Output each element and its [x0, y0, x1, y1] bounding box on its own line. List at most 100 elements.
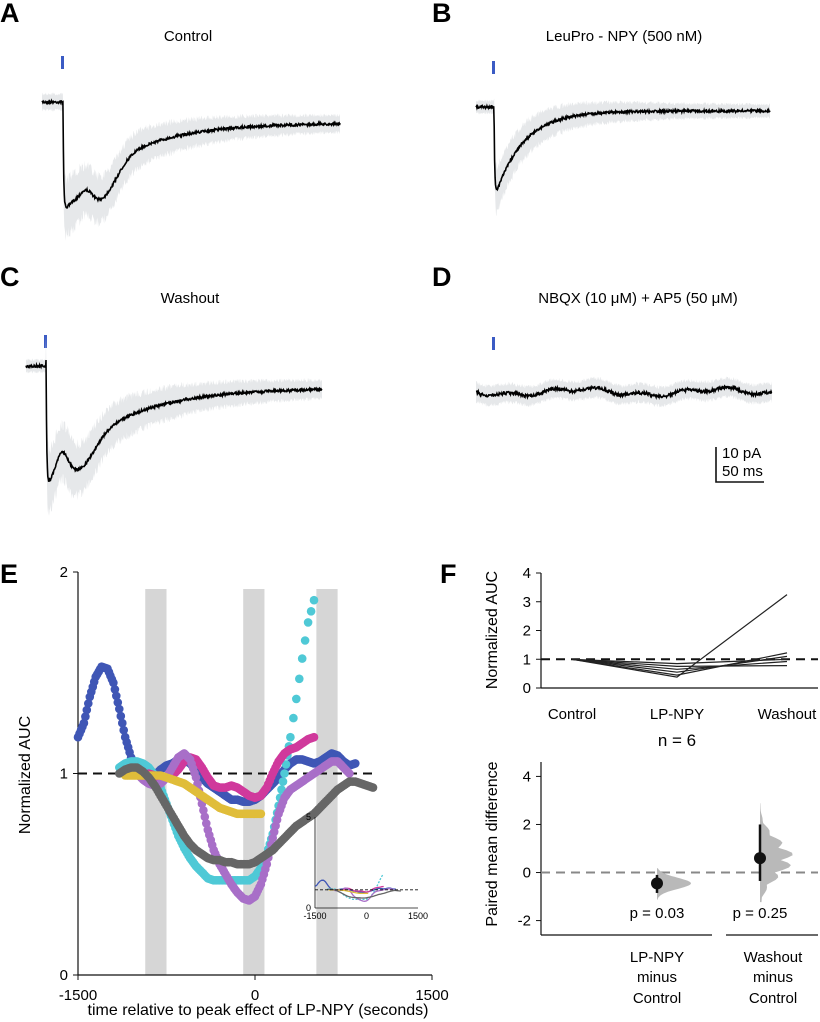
inset-y-tick-0: 0	[306, 903, 311, 913]
f-bottom-distribution-1	[760, 803, 793, 903]
f-bottom-cat0-line1: minus	[637, 969, 677, 986]
e-point-cyan-126	[300, 636, 310, 645]
f-bottom-y-tick-2: 2	[523, 816, 531, 833]
inset-series-purple	[332, 887, 395, 902]
e-point-navy-7	[84, 699, 93, 708]
e-point-navy-4	[79, 718, 89, 728]
f-top-category-0: Control	[548, 706, 596, 723]
e-point-navy-25	[110, 685, 120, 694]
e-point-cyan-118	[289, 713, 298, 723]
e-point-navy-6	[82, 705, 92, 715]
f-bottom-cat0-line0: LP-NPY	[630, 949, 684, 966]
e-point-cyan-113	[281, 760, 291, 769]
e-x-tick-2: 1500	[415, 987, 448, 1004]
trace-panel-b	[475, 61, 771, 217]
inset-series-cyan	[326, 873, 385, 901]
e-point-navy-188	[351, 759, 360, 768]
f-top-line-4	[571, 658, 788, 668]
e-y-label: Normalized AUC	[17, 716, 34, 834]
panel-title-a: Control	[164, 28, 212, 45]
panel-title-d: NBQX (10 μM) + AP5 (50 μM)	[538, 290, 737, 307]
f-top-line-2	[571, 655, 788, 673]
f-top-line-0	[571, 594, 788, 678]
e-point-cyan-132	[309, 595, 319, 605]
inset-line-purple	[332, 887, 395, 902]
panel-label-b: B	[432, 0, 452, 28]
e-point-cyan-130	[306, 607, 316, 616]
trace-band-d	[476, 376, 772, 408]
e-point-purple-40	[191, 773, 201, 782]
e-point-navy-24	[109, 678, 118, 688]
trace-panel-a	[41, 56, 341, 241]
trace-band-c	[26, 335, 322, 516]
f-bottom-distribution-0	[657, 868, 691, 900]
trace-line-a	[41, 98, 341, 209]
inset-x-tick-1: 0	[364, 911, 369, 921]
panel-label-a: A	[0, 0, 20, 28]
f-bottom-y-tick-3: 4	[523, 768, 531, 785]
e-point-cyan-128	[303, 618, 313, 627]
e-point-cyan-124	[297, 654, 307, 663]
f-top-category-1: LP-NPY	[650, 706, 704, 723]
trace-band-a	[42, 92, 340, 241]
f-top-y-tick-4: 4	[523, 565, 531, 582]
f-bottom-y-label: Paired mean difference	[484, 761, 501, 926]
e-point-purple-47	[202, 819, 211, 828]
inset-line-grey	[326, 888, 401, 899]
inset-line-cyan	[326, 873, 385, 901]
f-bottom-cat1-line1: minus	[753, 969, 793, 986]
e-point-cyan-116	[286, 732, 295, 742]
panel-f-bottom-chart: -2 0 2 4 p = 0.03 p = 0.25 Paired mean diffe…	[484, 761, 818, 1007]
panel-label-d: D	[432, 262, 452, 292]
e-x-tick-1: 0	[251, 987, 259, 1004]
inset-x-tick-0: -1500	[303, 911, 326, 921]
inset-line-magenta	[335, 885, 384, 893]
trace-line-b	[475, 103, 771, 192]
f-top-n-label: n = 6	[658, 731, 696, 750]
f-top-y-tick-2: 2	[523, 623, 531, 640]
f-bottom-cat1-line2: Control	[749, 990, 797, 1007]
e-point-yellow-92	[256, 809, 266, 819]
panel-label-f: F	[440, 559, 457, 589]
trace-line-d	[475, 384, 773, 401]
e-point-navy-27	[113, 698, 123, 707]
e-point-purple-46	[200, 812, 210, 822]
e-point-cyan-111	[278, 777, 288, 786]
stim-marker-d	[492, 337, 495, 350]
f-top-y-label: Normalized AUC	[484, 571, 501, 689]
f-bottom-mean-point-1	[754, 852, 766, 865]
e-shade-window-2	[316, 589, 338, 975]
scale-bar: 10 pA 50 ms	[715, 445, 764, 483]
stim-marker-a	[61, 56, 64, 69]
f-top-y-tick-3: 3	[523, 594, 531, 611]
e-point-magenta-112	[309, 732, 319, 742]
e-point-cyan-122	[295, 674, 304, 684]
f-bottom-cat0-line2: Control	[633, 990, 681, 1007]
f-top-y-tick-1: 1	[523, 651, 531, 668]
inset-series-magenta	[335, 885, 384, 893]
e-point-navy-31	[119, 725, 128, 735]
f-bottom-p-value-0: p = 0.03	[630, 905, 685, 922]
scale-bar-time: 50 ms	[722, 463, 763, 480]
e-point-grey-172	[368, 783, 378, 792]
trace-band-b	[476, 98, 770, 217]
e-y-tick-2: 2	[60, 564, 68, 581]
panel-title-c: Washout	[161, 290, 220, 307]
panel-title-b: LeuPro - NPY (500 nM)	[546, 28, 702, 45]
f-bottom-y-tick-1: 0	[523, 865, 531, 882]
e-point-purple-88	[262, 859, 272, 869]
panel-label-c: C	[0, 262, 20, 292]
f-bottom-y-tick-0: -2	[518, 913, 531, 930]
inset-series-grey	[326, 888, 401, 899]
e-y-tick-0: 0	[60, 967, 68, 984]
inset-x-tick-2: 1500	[408, 911, 428, 921]
f-top-category-2: Washout	[758, 706, 817, 723]
e-x-tick-0: -1500	[59, 987, 97, 1004]
e-point-navy-5	[81, 712, 90, 721]
f-top-y-tick-0: 0	[523, 680, 531, 697]
e-point-navy-26	[112, 691, 121, 701]
e-point-cyan-112	[280, 769, 289, 778]
